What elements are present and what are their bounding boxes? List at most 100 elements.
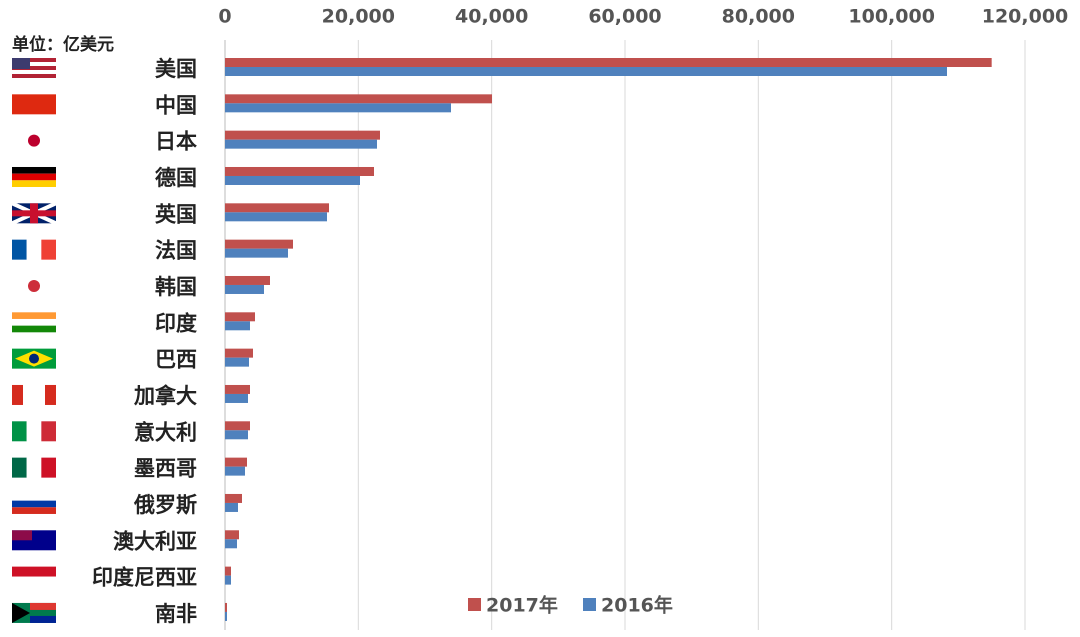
category-label: 墨西哥 <box>134 457 197 481</box>
category-label: 韩国 <box>155 275 197 299</box>
legend-label: 2016年 <box>601 594 673 617</box>
flag-stripe <box>12 325 56 333</box>
category-label: 法国 <box>155 239 197 263</box>
bar <box>225 275 270 285</box>
bar <box>225 575 231 585</box>
flag-stripe <box>12 239 27 260</box>
x-tick-label: 100,000 <box>848 6 935 28</box>
bar <box>225 139 377 149</box>
bar <box>225 466 245 476</box>
flag-stripe <box>12 384 23 405</box>
flag-stripe <box>12 180 56 187</box>
flag-stripe <box>26 421 42 442</box>
flag-stripe <box>12 493 56 501</box>
flag-stripe <box>12 576 56 587</box>
legend-swatch <box>583 598 596 611</box>
bar <box>225 212 327 222</box>
bar <box>225 421 250 431</box>
flags <box>11 58 57 623</box>
flag-stripe <box>12 166 56 174</box>
flag-shape <box>30 615 56 623</box>
bar <box>225 357 249 367</box>
flag-stripe <box>23 384 45 405</box>
flag-shape <box>30 602 56 610</box>
flag-stripe <box>12 566 56 577</box>
category-label: 日本 <box>155 130 197 154</box>
category-label: 南非 <box>155 602 197 626</box>
flag-stripe <box>12 318 56 326</box>
flag-stripe <box>12 312 56 319</box>
category-label: 澳大利亚 <box>113 529 197 553</box>
bar <box>225 530 239 540</box>
bar <box>225 312 255 322</box>
bar <box>225 602 227 612</box>
bar <box>225 103 451 113</box>
flag-dot <box>29 353 39 364</box>
category-label: 俄罗斯 <box>133 493 197 517</box>
category-label: 美国 <box>155 57 197 81</box>
flag-stripe <box>12 421 27 442</box>
flag-stripe <box>12 507 56 514</box>
flag-stripe <box>12 74 56 78</box>
flag-stripe <box>26 239 42 260</box>
bar <box>225 430 248 440</box>
category-label: 印度 <box>155 311 197 335</box>
bar <box>225 566 231 576</box>
bar <box>225 457 247 467</box>
x-tick-label: 0 <box>218 6 231 28</box>
bar <box>225 175 360 185</box>
bar <box>225 130 380 140</box>
flag-stripe <box>12 66 56 70</box>
flag-stripe <box>45 384 56 405</box>
bar <box>225 321 250 331</box>
category-label: 加拿大 <box>133 384 197 408</box>
bar <box>225 203 329 213</box>
bar <box>225 348 253 358</box>
flag-stripe <box>41 457 56 478</box>
category-label: 印度尼西亚 <box>92 566 197 590</box>
flag-dot <box>28 279 40 292</box>
x-tick-label: 120,000 <box>982 6 1069 28</box>
x-tick-label: 60,000 <box>588 6 661 28</box>
flag-stripe <box>12 70 56 74</box>
bar <box>225 384 250 394</box>
category-label: 巴西 <box>155 348 197 372</box>
flag-stripe <box>12 94 56 115</box>
x-tick-label: 40,000 <box>455 6 528 28</box>
flag-stripe <box>12 173 56 181</box>
x-tick-label: 80,000 <box>722 6 795 28</box>
bar <box>225 611 227 621</box>
category-label: 意大利 <box>134 420 197 444</box>
bar <box>225 502 238 512</box>
flag-shape <box>12 602 30 623</box>
bar <box>225 393 248 403</box>
bar <box>225 539 237 549</box>
bar <box>225 248 288 258</box>
bar <box>225 94 492 104</box>
flag-stripe <box>41 239 56 260</box>
flag-dot <box>28 134 40 147</box>
legend-label: 2017年 <box>486 594 558 617</box>
flag-stripe <box>12 58 56 62</box>
bar <box>225 284 264 294</box>
bar <box>225 166 374 176</box>
flag-canton <box>12 58 30 69</box>
flag-shape <box>12 210 56 217</box>
legend-swatch <box>468 598 481 611</box>
flag-stripe <box>12 500 56 508</box>
flag-stripe <box>26 457 42 478</box>
category-label: 英国 <box>155 202 197 226</box>
flag-shape <box>12 530 32 541</box>
bar <box>225 493 242 503</box>
bar <box>225 239 293 249</box>
bar <box>225 58 992 67</box>
category-label: 中国 <box>155 93 197 117</box>
unit-label: 单位：亿美元 <box>12 34 114 55</box>
x-tick-label: 20,000 <box>322 6 395 28</box>
category-label: 德国 <box>155 166 197 190</box>
bar <box>225 67 947 76</box>
flag-stripe <box>12 62 56 66</box>
flag-stripe <box>41 421 56 442</box>
